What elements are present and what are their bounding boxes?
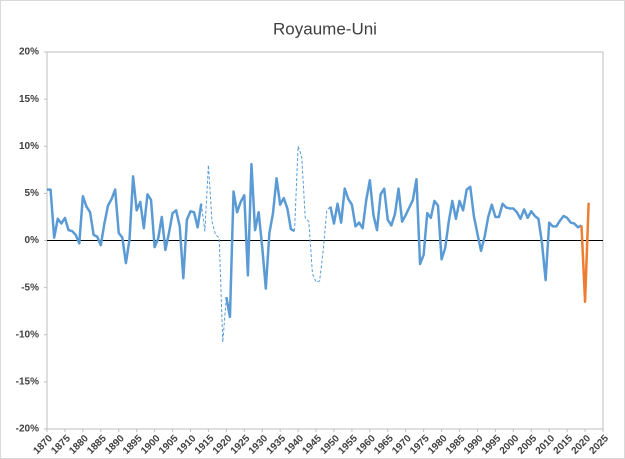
y-tick-label: -20% xyxy=(16,424,39,435)
y-tick-label: 20% xyxy=(19,47,39,58)
series-line xyxy=(47,175,203,280)
y-tick-label: -10% xyxy=(16,329,39,340)
series-line xyxy=(225,162,296,319)
y-tick-label: 10% xyxy=(19,141,39,152)
y-tick-label: 5% xyxy=(25,188,40,199)
series-line xyxy=(329,177,583,282)
y-tick-label: 15% xyxy=(19,94,39,105)
y-tick-label: -15% xyxy=(16,377,39,388)
series-line xyxy=(580,202,590,304)
chart-title: Royaume-Uni xyxy=(273,19,377,38)
series-line xyxy=(200,164,227,343)
y-tick-label: -5% xyxy=(21,282,39,293)
y-tick-label: 0% xyxy=(25,235,40,246)
series-line xyxy=(294,145,331,283)
